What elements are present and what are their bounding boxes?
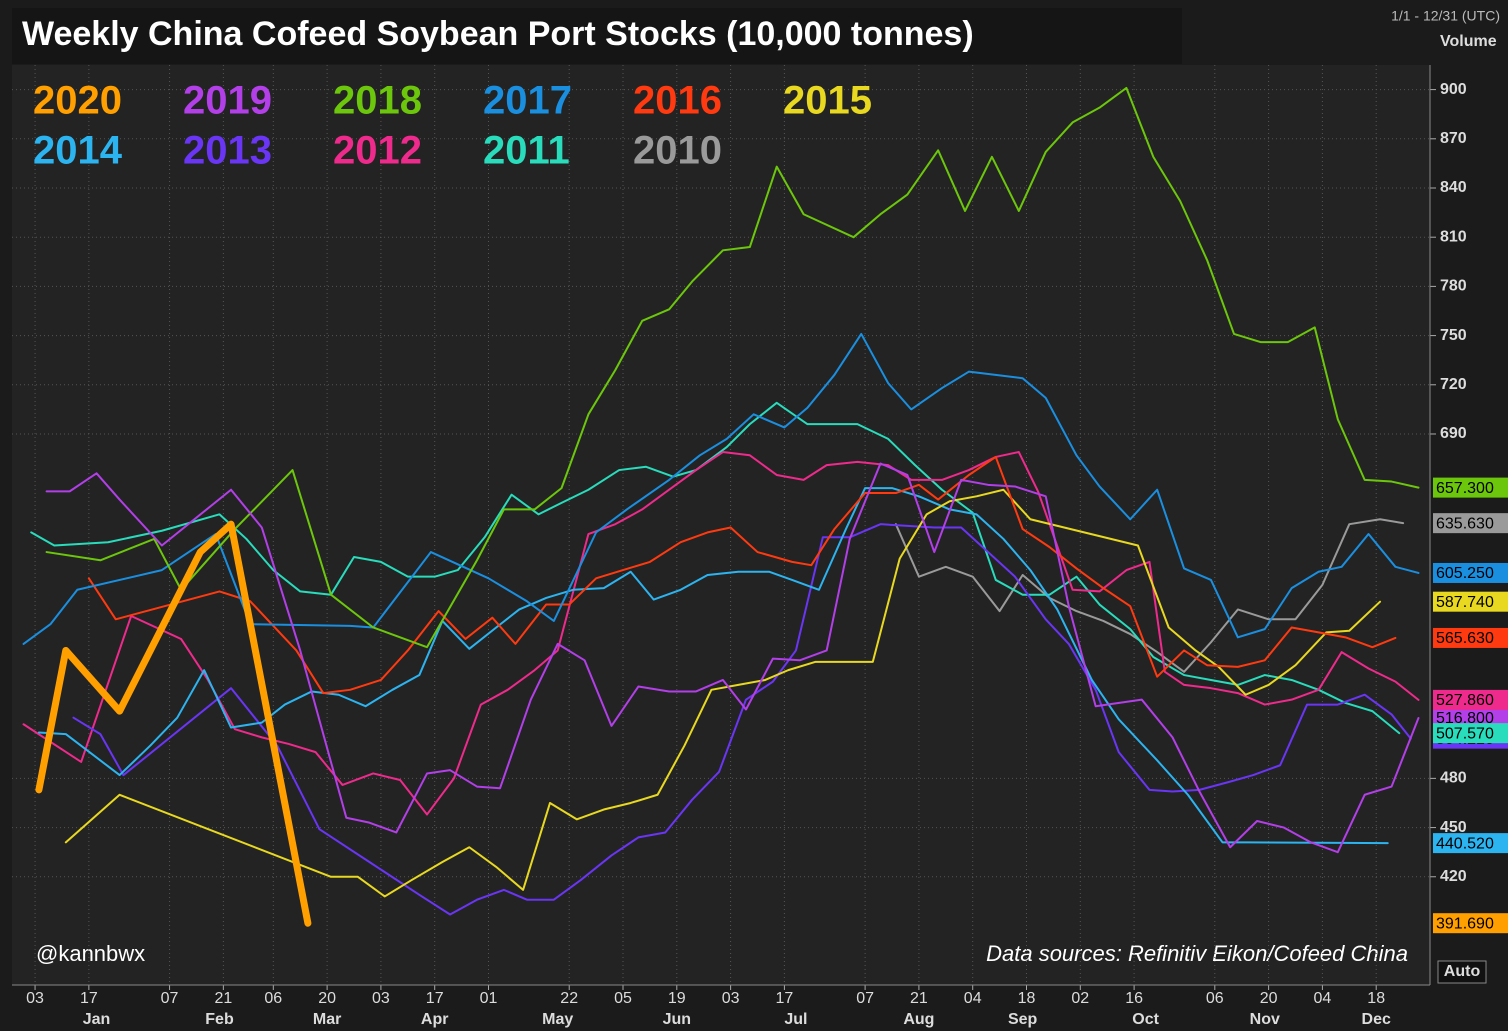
legend-entry: 2016 bbox=[633, 79, 722, 123]
x-tick-label: 06 bbox=[1206, 990, 1224, 1007]
y-tick-label: 720 bbox=[1440, 376, 1467, 393]
range-label: 1/1 - 12/31 (UTC) bbox=[1391, 8, 1500, 24]
series-line bbox=[45, 462, 1420, 854]
value-label-box bbox=[1433, 708, 1508, 729]
month-label: Oct bbox=[1132, 1011, 1159, 1028]
x-tick-label: 19 bbox=[668, 990, 686, 1007]
x-tick-label: 20 bbox=[1260, 990, 1278, 1007]
series-line bbox=[35, 520, 312, 927]
y-tick-label: 450 bbox=[1440, 819, 1467, 836]
x-tick-label: 16 bbox=[1125, 990, 1143, 1007]
month-label: Nov bbox=[1250, 1011, 1280, 1028]
month-label: Jan bbox=[83, 1011, 111, 1028]
y-tick-label: 870 bbox=[1440, 130, 1467, 147]
chart-title: Weekly China Cofeed Soybean Port Stocks … bbox=[22, 15, 974, 53]
month-label: Sep bbox=[1008, 1011, 1038, 1028]
value-label-box bbox=[1433, 591, 1508, 612]
value-label: 657.300 bbox=[1436, 480, 1494, 497]
x-tick-label: 02 bbox=[1071, 990, 1089, 1007]
value-label: 565.630 bbox=[1436, 630, 1494, 647]
x-tick-label: 07 bbox=[856, 990, 874, 1007]
series-line bbox=[87, 455, 1397, 695]
legend-entry: 2010 bbox=[633, 129, 722, 173]
legend-entry: 2014 bbox=[33, 129, 123, 173]
x-tick-label: 07 bbox=[161, 990, 179, 1007]
axis-label: Volume bbox=[1440, 33, 1497, 50]
value-label: 527.860 bbox=[1436, 692, 1494, 709]
month-label: Feb bbox=[205, 1011, 234, 1028]
y-tick-label: 420 bbox=[1440, 868, 1467, 885]
title-box bbox=[12, 8, 1182, 64]
x-tick-label: 03 bbox=[26, 990, 44, 1007]
x-tick-label: 04 bbox=[1314, 990, 1332, 1007]
x-tick-label: 04 bbox=[964, 990, 982, 1007]
x-tick-label: 17 bbox=[426, 990, 444, 1007]
value-label-box bbox=[1433, 477, 1508, 498]
x-tick-label: 21 bbox=[910, 990, 928, 1007]
x-tick-label: 03 bbox=[722, 990, 740, 1007]
legend-entry: 2011 bbox=[483, 129, 570, 173]
series-line bbox=[22, 332, 1420, 645]
auto-button[interactable] bbox=[1437, 960, 1487, 984]
y-tick-label: 480 bbox=[1440, 770, 1467, 787]
x-tick-label: 17 bbox=[776, 990, 794, 1007]
y-tick-label: 690 bbox=[1440, 425, 1467, 442]
month-label: Dec bbox=[1362, 1011, 1391, 1028]
x-tick-label: 01 bbox=[480, 990, 498, 1007]
month-label: May bbox=[542, 1011, 573, 1028]
legend-entry: 2017 bbox=[483, 79, 572, 123]
series-line bbox=[64, 488, 1382, 898]
month-label: Jul bbox=[784, 1011, 807, 1028]
y-tick-label: 750 bbox=[1440, 327, 1467, 344]
x-tick-label: 06 bbox=[264, 990, 282, 1007]
value-label: 391.690 bbox=[1436, 915, 1494, 932]
value-label-box bbox=[1433, 562, 1508, 583]
y-tick-label: 780 bbox=[1440, 278, 1467, 295]
value-label: 516.800 bbox=[1436, 710, 1494, 727]
series-line bbox=[72, 523, 1412, 916]
value-label-box bbox=[1433, 833, 1508, 854]
month-label: Mar bbox=[313, 1011, 341, 1028]
value-label-box bbox=[1433, 513, 1508, 534]
value-label-box bbox=[1433, 627, 1508, 648]
y-tick-label: 840 bbox=[1440, 179, 1467, 196]
legend-entry: 2012 bbox=[333, 129, 422, 173]
month-label: Aug bbox=[903, 1011, 934, 1028]
legend-entry: 2018 bbox=[333, 79, 422, 123]
month-label: Jun bbox=[663, 1011, 691, 1028]
x-tick-label: 22 bbox=[560, 990, 578, 1007]
value-label: 587.740 bbox=[1436, 594, 1494, 611]
x-tick-label: 05 bbox=[614, 990, 632, 1007]
series-line bbox=[22, 451, 1420, 816]
legend-entry: 2013 bbox=[183, 129, 272, 173]
legend-entry: 2019 bbox=[183, 79, 272, 123]
x-tick-label: 21 bbox=[214, 990, 232, 1007]
series-line bbox=[45, 86, 1420, 649]
x-tick-label: 03 bbox=[372, 990, 390, 1007]
x-tick-label: 17 bbox=[80, 990, 98, 1007]
month-label: Apr bbox=[421, 1011, 449, 1028]
source: Data sources: Refinitiv Eikon/Cofeed Chi… bbox=[986, 941, 1408, 966]
legend-entry: 2015 bbox=[783, 79, 872, 123]
auto-button-label[interactable]: Auto bbox=[1444, 963, 1481, 980]
x-tick-label: 18 bbox=[1018, 990, 1036, 1007]
value-label-box bbox=[1433, 913, 1508, 934]
value-label: 605.250 bbox=[1436, 565, 1494, 582]
value-label-box bbox=[1433, 689, 1508, 710]
plot-area bbox=[12, 65, 1430, 985]
y-tick-label: 900 bbox=[1440, 81, 1467, 98]
legend-entry: 2020 bbox=[33, 79, 122, 123]
credit: @kannbwx bbox=[36, 941, 145, 966]
value-label: 635.630 bbox=[1436, 515, 1494, 532]
value-label-box bbox=[1433, 723, 1508, 744]
value-label: 440.520 bbox=[1436, 835, 1494, 852]
x-tick-label: 20 bbox=[318, 990, 336, 1007]
y-tick-label: 810 bbox=[1440, 228, 1467, 245]
x-tick-label: 18 bbox=[1367, 990, 1385, 1007]
value-label: 507.570 bbox=[1436, 725, 1494, 742]
